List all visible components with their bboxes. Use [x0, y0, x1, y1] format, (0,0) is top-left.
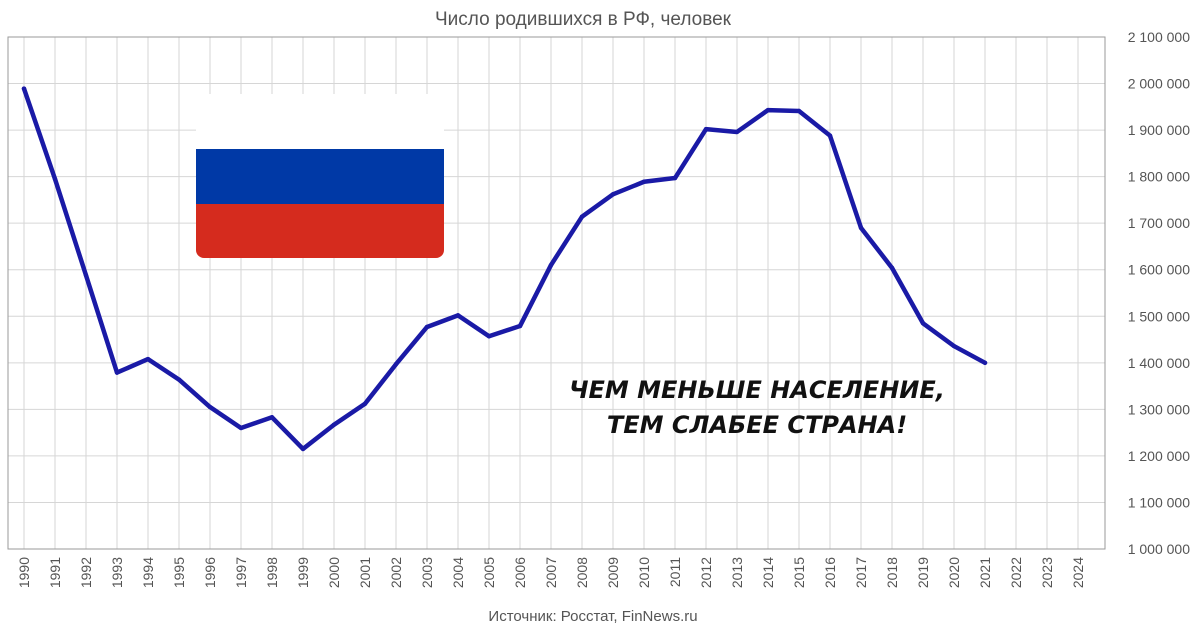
data-point — [362, 401, 368, 406]
y-tick-label: 2 100 000 — [1128, 29, 1190, 45]
y-tick-label: 2 000 000 — [1128, 76, 1190, 92]
x-tick-label: 2015 — [791, 557, 807, 588]
data-point — [114, 370, 120, 375]
x-tick-label: 2018 — [884, 557, 900, 588]
data-point — [486, 334, 492, 339]
x-tick-label: 2023 — [1039, 557, 1055, 588]
data-point — [765, 107, 771, 113]
data-point — [21, 86, 27, 91]
data-point — [52, 176, 58, 182]
x-tick-label: 2003 — [419, 557, 435, 588]
x-tick-label: 1995 — [171, 557, 187, 588]
data-point — [331, 422, 337, 427]
chart-source: Источник: Росстат, FinNews.ru — [488, 608, 697, 625]
x-tick-label: 2001 — [357, 557, 373, 588]
y-tick-label: 1 900 000 — [1128, 122, 1190, 138]
flag-blue-stripe — [196, 149, 444, 204]
y-tick-label: 1 600 000 — [1128, 262, 1190, 278]
x-tick-label: 2017 — [853, 557, 869, 588]
x-tick-label: 2020 — [946, 557, 962, 588]
x-tick-label: 1991 — [47, 557, 63, 588]
data-point — [703, 126, 709, 132]
annotation-line-1: ЧЕМ МЕНЬШЕ НАСЕЛЕНИЕ, — [569, 376, 945, 404]
x-tick-label: 2013 — [729, 557, 745, 588]
x-tick-label: 1997 — [233, 557, 249, 588]
russian-flag — [196, 94, 444, 258]
data-point — [610, 192, 616, 197]
birth-count-line — [21, 86, 988, 452]
x-tick-label: 2009 — [605, 557, 621, 588]
data-point — [982, 360, 988, 366]
data-points — [21, 86, 988, 452]
x-tick-label: 1994 — [140, 557, 156, 588]
x-tick-label: 2010 — [636, 557, 652, 588]
x-tick-label: 2008 — [574, 557, 590, 588]
x-tick-label: 2007 — [543, 557, 559, 588]
y-tick-label: 1 100 000 — [1128, 494, 1190, 510]
x-tick-label: 2016 — [822, 557, 838, 588]
x-tick-label: 2002 — [388, 557, 404, 588]
x-tick-label: 2004 — [450, 557, 466, 588]
x-tick-label: 2012 — [698, 557, 714, 588]
x-tick-label: 1999 — [295, 557, 311, 588]
plot-frame — [7, 36, 1106, 550]
y-tick-label: 1 800 000 — [1128, 169, 1190, 185]
x-tick-label: 1990 — [16, 557, 32, 588]
x-tick-label: 1993 — [109, 557, 125, 588]
y-tick-label: 1 400 000 — [1128, 355, 1190, 371]
x-tick-label: 1992 — [78, 557, 94, 588]
x-tick-label: 2000 — [326, 557, 342, 588]
data-point — [238, 425, 244, 431]
data-point — [269, 415, 275, 420]
data-point — [393, 362, 399, 367]
x-tick-label: 2006 — [512, 557, 528, 588]
x-tick-label: 2014 — [760, 557, 776, 588]
x-tick-label: 2019 — [915, 557, 931, 588]
data-point — [920, 321, 926, 326]
data-point — [424, 324, 430, 330]
grid — [8, 36, 1105, 550]
flag-red-stripe — [196, 204, 444, 258]
data-point — [672, 175, 678, 181]
data-point — [517, 323, 523, 329]
y-axis: 1 000 000 1 100 000 1 200 000 1 300 000 1 40… — [1128, 29, 1190, 557]
y-tick-label: 1 500 000 — [1128, 308, 1190, 324]
data-point — [889, 265, 895, 271]
data-point — [734, 129, 740, 135]
data-point — [176, 377, 182, 382]
data-point — [300, 446, 306, 452]
y-tick-label: 1 300 000 — [1128, 401, 1190, 417]
data-point — [796, 108, 802, 114]
chart-title: Число родившихся в РФ, человек — [435, 9, 732, 30]
y-tick-label: 1 700 000 — [1128, 215, 1190, 231]
x-tick-label: 2022 — [1008, 557, 1024, 588]
x-tick-label: 2011 — [667, 557, 683, 587]
data-point — [83, 273, 89, 278]
x-tick-label: 2005 — [481, 557, 497, 588]
x-tick-label: 2021 — [977, 557, 993, 588]
data-point — [858, 225, 864, 231]
x-tick-label: 2024 — [1070, 557, 1086, 588]
y-tick-label: 1 000 000 — [1128, 541, 1190, 557]
flag-white-stripe — [196, 94, 444, 149]
data-point — [455, 313, 461, 318]
x-tick-label: 1998 — [264, 557, 280, 588]
annotation-line-2: ТЕМ СЛАБЕЕ СТРАНА! — [607, 411, 907, 439]
data-point — [548, 262, 554, 268]
data-point — [641, 179, 647, 184]
data-point — [827, 133, 833, 138]
x-tick-label: 1996 — [202, 557, 218, 588]
data-point — [145, 356, 151, 362]
data-point — [207, 404, 213, 410]
y-tick-label: 1 200 000 — [1128, 448, 1190, 464]
data-point — [579, 214, 585, 219]
x-axis: 1990 1991 1992 1993 1994 1995 1996 1997 1998 1999… — [16, 557, 1086, 588]
data-point — [951, 343, 957, 349]
